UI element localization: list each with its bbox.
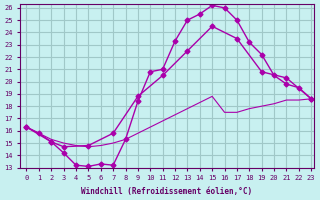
X-axis label: Windchill (Refroidissement éolien,°C): Windchill (Refroidissement éolien,°C) [81, 187, 252, 196]
